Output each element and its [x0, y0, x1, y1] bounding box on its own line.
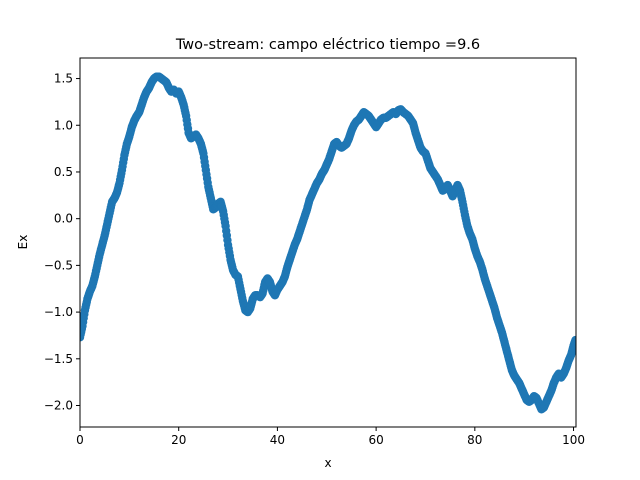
- x-tick-label: 20: [171, 433, 186, 447]
- x-tick-label: 100: [562, 433, 585, 447]
- y-axis: −2.0 −1.5 −1.0 −0.5 0.0 0.5 1.0 1.5: [44, 72, 80, 413]
- x-axis-label: x: [324, 456, 331, 470]
- y-tick-label: 0.0: [54, 212, 73, 226]
- x-axis: 0 20 40 60 80 100: [76, 427, 585, 447]
- y-tick-label: −2.0: [44, 399, 73, 413]
- y-tick-label: 1.0: [54, 118, 73, 132]
- x-tick-label: 40: [270, 433, 285, 447]
- x-tick-label: 80: [467, 433, 482, 447]
- y-tick-label: 1.5: [54, 72, 73, 86]
- x-tick-label: 0: [76, 433, 84, 447]
- y-tick-label: −0.5: [44, 258, 73, 272]
- scatter-points: [80, 72, 576, 414]
- plot-frame: [79, 57, 577, 428]
- chart-title: Two-stream: campo eléctrico tiempo =9.6: [175, 37, 480, 53]
- y-tick-label: −1.5: [44, 352, 73, 366]
- y-tick-label: −1.0: [44, 305, 73, 319]
- y-axis-label: Ex: [16, 235, 30, 250]
- y-tick-label: 0.5: [54, 165, 73, 179]
- x-tick-label: 60: [368, 433, 383, 447]
- scatter-point: [571, 335, 576, 345]
